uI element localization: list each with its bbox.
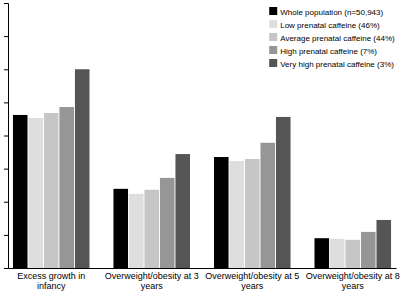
bar: [175, 154, 190, 268]
y-tick: [4, 102, 8, 103]
legend-swatch: [269, 46, 277, 54]
x-tick-label: Excess growth ininfancy: [17, 271, 85, 291]
y-tick-mark: [4, 102, 8, 103]
bar: [260, 143, 275, 268]
legend-item: High prenatal caffeine (7%): [269, 46, 377, 56]
x-tick: Excess growth ininfancy: [17, 271, 85, 291]
y-tick: [4, 36, 8, 37]
bar: [315, 238, 330, 268]
y-tick-mark: [4, 136, 8, 137]
y-tick: [4, 202, 8, 203]
bar: [330, 239, 345, 268]
legend-item: Low prenatal caffeine (46%): [269, 20, 380, 30]
y-axis: [4, 4, 9, 269]
x-tick: Overweight/obesity at 3years: [105, 271, 199, 291]
legend-label: Whole population (n=50,943): [280, 8, 383, 17]
legend-swatch: [269, 20, 277, 28]
y-tick: [4, 268, 8, 269]
bar: [229, 161, 244, 268]
chart: Excess growth ininfancy Overweight/obesit…: [0, 0, 400, 300]
y-tick-mark: [4, 3, 8, 4]
bar-series: [44, 113, 360, 268]
bars: [13, 69, 391, 268]
y-tick-mark: [4, 268, 8, 269]
bar: [361, 232, 376, 268]
bar: [214, 157, 229, 268]
bar-series: [75, 69, 391, 268]
legend-label: High prenatal caffeine (7%): [280, 47, 377, 56]
bar: [28, 118, 43, 268]
y-tick-mark: [4, 202, 8, 203]
x-tick: Overweight/obesity at 8years: [306, 271, 400, 291]
y-tick: [4, 169, 8, 170]
legend-swatch: [269, 7, 277, 15]
x-tick-label: Overweight/obesity at 3years: [105, 271, 199, 291]
bar: [245, 159, 260, 268]
x-tick-label: Overweight/obesity at 8years: [306, 271, 400, 291]
bar: [345, 240, 360, 268]
x-tick: Overweight/obesity at 5years: [205, 271, 299, 291]
bar: [129, 194, 144, 268]
bar: [75, 69, 90, 268]
bar: [160, 178, 175, 268]
y-tick: [4, 3, 8, 4]
plot: Excess growth ininfancy Overweight/obesit…: [4, 4, 400, 292]
legend-label: Very high prenatal caffeine (3%): [280, 60, 394, 69]
legend-item: Whole population (n=50,943): [269, 7, 383, 17]
x-axis-line: [9, 268, 397, 269]
x-tick-label: Overweight/obesity at 5years: [205, 271, 299, 291]
y-tick: [4, 69, 8, 70]
bar: [59, 107, 74, 268]
y-tick-mark: [4, 169, 8, 170]
y-tick-mark: [4, 235, 8, 236]
legend-label: Average prenatal caffeine (44%): [280, 34, 395, 43]
x-axis: Excess growth ininfancy Overweight/obesit…: [9, 269, 400, 292]
legend-swatch: [269, 59, 277, 67]
bar-series: [59, 107, 375, 268]
y-tick-mark: [4, 36, 8, 37]
bar: [113, 189, 128, 268]
bar: [376, 220, 391, 268]
bar: [13, 115, 28, 268]
y-tick: [4, 235, 8, 236]
bar: [144, 190, 159, 268]
legend-item: Very high prenatal caffeine (3%): [269, 59, 394, 69]
legend: Whole population (n=50,943) Low prenatal …: [269, 7, 395, 69]
bar: [276, 117, 291, 268]
legend-label: Low prenatal caffeine (46%): [280, 21, 380, 30]
bar: [44, 113, 59, 268]
y-tick-mark: [4, 69, 8, 70]
y-axis-line: [4, 4, 9, 269]
legend-swatch: [269, 33, 277, 41]
y-tick: [4, 136, 8, 137]
legend-item: Average prenatal caffeine (44%): [269, 33, 395, 43]
